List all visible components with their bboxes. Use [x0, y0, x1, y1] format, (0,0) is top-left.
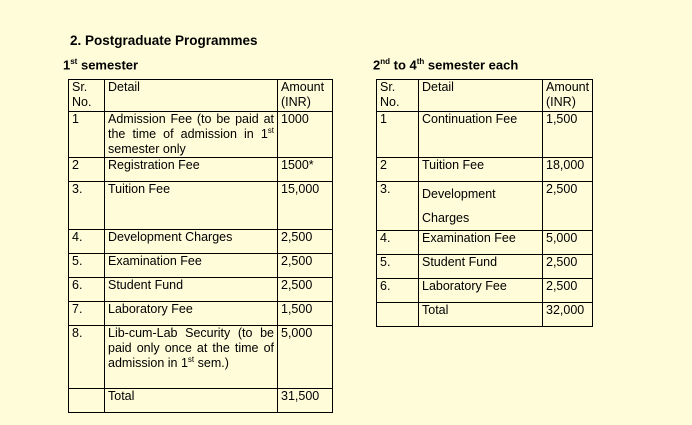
detail-cell: Development Charges [418, 181, 543, 231]
total-label: Total [418, 302, 543, 327]
header-amount: Amount (INR) [277, 79, 333, 112]
header-detail: Detail [104, 79, 278, 112]
amount-cell: 1,500 [541, 111, 594, 158]
header-detail: Detail [418, 79, 543, 112]
detail-cell: Student Fund [104, 277, 278, 302]
sr-no-cell: 6. [376, 278, 419, 303]
detail-cell: Registration Fee [104, 157, 278, 182]
detail-cell: Examination Fee [418, 230, 543, 255]
section-heading: 2. Postgraduate Programmes [70, 33, 258, 48]
sr-no-cell: 3. [68, 181, 105, 230]
sr-no-cell: 5. [376, 254, 419, 279]
later-semesters-fee-table: Sr. No. Detail Amount (INR) 1 Continuati… [376, 79, 594, 327]
table-row: 5. Student Fund 2,500 [376, 254, 594, 279]
total-label: Total [104, 388, 278, 413]
total-row: Total 31,500 [68, 388, 333, 413]
table-row: 1 Continuation Fee 1,500 [376, 111, 594, 158]
header-sr-no: Sr. No. [376, 79, 419, 112]
amount-cell: 2,500 [541, 254, 594, 279]
table-row: 2 Registration Fee 1500* [68, 157, 333, 182]
table-row: 4. Examination Fee 5,000 [376, 230, 594, 255]
header-amount: Amount (INR) [541, 79, 594, 112]
sr-no-cell: 1 [376, 111, 419, 158]
table-header-row: Sr. No. Detail Amount (INR) [376, 79, 594, 112]
sr-no-cell: 6. [68, 277, 105, 302]
sr-no-cell: 4. [376, 230, 419, 255]
table-row: 4. Development Charges 2,500 [68, 229, 333, 254]
amount-cell: 2,500 [541, 181, 594, 231]
detail-cell: Student Fund [418, 254, 543, 279]
table-row: 6. Student Fund 2,500 [68, 277, 333, 302]
detail-cell: Admission Fee (to be paid at the time of… [104, 111, 278, 158]
sr-no-cell: 2 [376, 157, 419, 182]
first-semester-title: 1st semester [63, 57, 139, 73]
table-row: 1 Admission Fee (to be paid at the time … [68, 111, 333, 158]
sr-no-cell [376, 302, 419, 327]
sr-no-cell: 8. [68, 325, 105, 389]
amount-cell: 1000 [277, 111, 333, 158]
table-row: 7. Laboratory Fee 1,500 [68, 301, 333, 326]
sr-no-cell: 5. [68, 253, 105, 278]
detail-cell: Tuition Fee [418, 157, 543, 182]
sr-no-cell: 1 [68, 111, 105, 158]
sr-no-cell [68, 388, 105, 413]
sr-no-cell: 2 [68, 157, 105, 182]
table-row: 6. Laboratory Fee 2,500 [376, 278, 594, 303]
sr-no-cell: 4. [68, 229, 105, 254]
amount-cell: 2,500 [277, 277, 333, 302]
detail-cell: Continuation Fee [418, 111, 543, 158]
detail-cell: Laboratory Fee [104, 301, 278, 326]
header-sr-no: Sr. No. [68, 79, 105, 112]
amount-cell: 18,000 [541, 157, 594, 182]
amount-cell: 5,000 [541, 230, 594, 255]
first-semester-fee-table: Sr. No. Detail Amount (INR) 1 Admission … [68, 79, 333, 413]
total-row: Total 32,000 [376, 302, 594, 327]
table-header-row: Sr. No. Detail Amount (INR) [68, 79, 333, 112]
detail-cell: Examination Fee [104, 253, 278, 278]
detail-cell: Tuition Fee [104, 181, 278, 230]
table-row: 3. Development Charges 2,500 [376, 181, 594, 231]
detail-cell: Lib-cum-Lab Security (to be paid only on… [104, 325, 278, 389]
sr-no-cell: 7. [68, 301, 105, 326]
amount-cell: 2,500 [541, 278, 594, 303]
amount-cell: 1,500 [277, 301, 333, 326]
sr-no-cell: 3. [376, 181, 419, 231]
table-row: 8. Lib-cum-Lab Security (to be paid only… [68, 325, 333, 389]
detail-cell: Laboratory Fee [418, 278, 543, 303]
amount-cell: 15,000 [277, 181, 333, 230]
amount-cell: 1500* [277, 157, 333, 182]
total-amount: 31,500 [277, 388, 333, 413]
amount-cell: 2,500 [277, 229, 333, 254]
amount-cell: 5,000 [277, 325, 333, 389]
later-semesters-title: 2nd to 4th semester each [373, 57, 519, 73]
table-row: 2 Tuition Fee 18,000 [376, 157, 594, 182]
detail-cell: Development Charges [104, 229, 278, 254]
table-row: 3. Tuition Fee 15,000 [68, 181, 333, 230]
amount-cell: 2,500 [277, 253, 333, 278]
table-row: 5. Examination Fee 2,500 [68, 253, 333, 278]
total-amount: 32,000 [541, 302, 594, 327]
